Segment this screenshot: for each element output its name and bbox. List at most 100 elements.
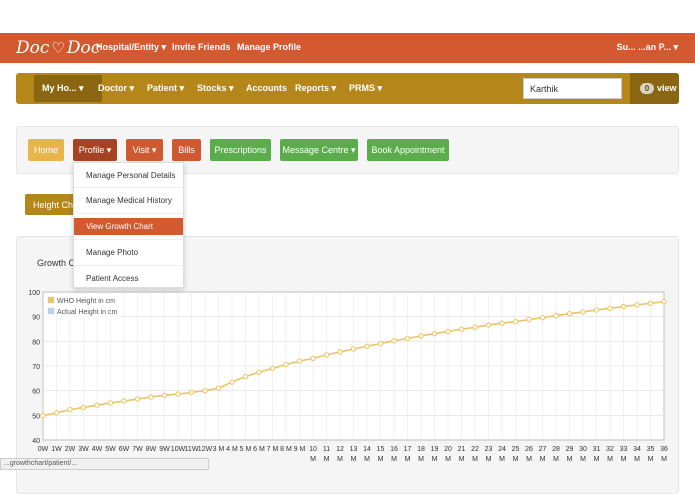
x-tick-label: 0W <box>38 446 49 453</box>
nav-stocks[interactable]: Stocks ▾ <box>197 83 234 93</box>
x-tick-label: 5W <box>105 446 116 453</box>
x-tick-label: 19 <box>431 446 439 453</box>
x-tick-label: 20 <box>444 446 452 453</box>
x-tick-label: 12 <box>336 446 344 453</box>
x-tick-label-unit: M <box>310 456 316 463</box>
visit-dropdown-button[interactable]: Visit ▾ <box>126 139 163 161</box>
book-appointment-button[interactable]: Book Appointment <box>367 139 449 161</box>
grid-lines <box>42 291 665 441</box>
x-tick-label: 2W <box>65 446 76 453</box>
manage-profile-link[interactable]: Manage Profile <box>237 42 302 52</box>
nav-accounts[interactable]: Accounts <box>246 83 288 93</box>
invite-friends-link[interactable]: Invite Friends <box>172 42 231 52</box>
data-point <box>161 392 168 399</box>
view-count-badge: 0 <box>640 83 654 94</box>
x-tick-label: 9 M <box>294 446 306 453</box>
data-point <box>242 373 249 380</box>
nav-active-highlight <box>34 75 102 102</box>
x-tick-label-unit: M <box>324 456 330 463</box>
x-tick-label-unit: M <box>607 456 613 463</box>
message-centre-button[interactable]: Message Centre ▾ <box>280 139 358 161</box>
x-tick-label: 15 <box>377 446 385 453</box>
height-chart-button[interactable]: Height Chart <box>25 194 77 215</box>
user-account-menu[interactable]: Su... ...an P... ▾ <box>616 42 678 52</box>
view-button[interactable]: 0 view <box>630 73 679 104</box>
nav-patient[interactable]: Patient ▾ <box>147 83 185 93</box>
data-point <box>256 369 262 375</box>
data-point <box>364 343 370 349</box>
chart-legend: WHO Height in cm Actual Height in cm <box>46 294 122 318</box>
x-tick-label: 4 M <box>226 446 238 453</box>
data-point <box>188 389 195 396</box>
menu-patient-access[interactable]: Patient Access <box>86 274 139 283</box>
nav-prms[interactable]: PRMS ▾ <box>349 83 383 93</box>
x-tick-label: 13 <box>350 446 358 453</box>
y-tick-label: 90 <box>32 315 40 322</box>
data-point <box>94 402 100 408</box>
data-point <box>485 322 492 328</box>
data-point <box>80 404 87 411</box>
x-tick-label: 14 <box>363 446 371 453</box>
x-tick-label-unit: M <box>567 456 573 463</box>
menu-divider <box>74 187 183 188</box>
x-tick-label-unit: M <box>378 456 384 463</box>
hospital-entity-menu[interactable]: Hospital/Entity ▾ <box>96 42 167 52</box>
nav-my-hospital[interactable]: My Ho... ▾ <box>42 83 84 93</box>
x-tick-label: 9W <box>159 446 170 453</box>
x-tick-label-unit: M <box>580 456 586 463</box>
view-label: view <box>657 83 677 93</box>
x-tick-label: 1W <box>51 446 62 453</box>
menu-manage-personal-details[interactable]: Manage Personal Details <box>86 171 176 180</box>
x-tick-label: 12W <box>198 446 213 453</box>
data-point <box>647 300 654 307</box>
x-tick-label: 22 <box>471 446 479 453</box>
top-header-bar: Doc ♡ Doc Hospital/Entity ▾ Invite Frien… <box>0 33 695 63</box>
menu-manage-medical-history[interactable]: Manage Medical History <box>86 196 172 205</box>
x-tick-label-unit: M <box>499 456 505 463</box>
data-point <box>53 410 60 416</box>
data-point <box>458 326 465 332</box>
bills-button[interactable]: Bills <box>172 139 201 161</box>
logo-text-left: Doc <box>16 38 50 58</box>
x-tick-label-unit: M <box>621 456 627 463</box>
x-tick-label-unit: M <box>540 456 546 463</box>
y-tick-label: 70 <box>32 364 40 371</box>
data-point <box>283 361 289 368</box>
x-tick-label: 34 <box>633 446 641 453</box>
profile-dropdown-button[interactable]: Profile ▾ <box>73 139 117 161</box>
data-point <box>391 338 397 344</box>
data-point <box>607 305 613 311</box>
x-tick-label-unit: M <box>472 456 478 463</box>
prescriptions-button[interactable]: Prescriptions <box>210 139 271 161</box>
growth-chart-heading: Growth Chart <box>37 258 91 268</box>
nav-reports[interactable]: Reports ▾ <box>295 83 337 93</box>
status-bar-url: ...growthchart/patient/... <box>0 458 209 470</box>
y-tick-label: 80 <box>32 339 40 346</box>
nav-doctor[interactable]: Doctor ▾ <box>98 83 135 93</box>
x-tick-label: 4W <box>92 446 103 453</box>
x-tick-label: 25 <box>512 446 520 453</box>
menu-divider <box>74 239 183 240</box>
menu-manage-photo[interactable]: Manage Photo <box>86 248 139 257</box>
data-point <box>634 302 640 308</box>
data-point <box>499 320 505 326</box>
data-point <box>229 379 235 385</box>
data-point <box>67 406 73 413</box>
y-tick-label: 60 <box>32 389 40 396</box>
y-tick-label: 100 <box>28 290 40 297</box>
home-button[interactable]: Home <box>28 139 64 161</box>
x-tick-label-unit: M <box>445 456 451 463</box>
menu-view-growth-chart[interactable]: View Growth Chart <box>74 218 183 235</box>
patient-search-input[interactable] <box>523 78 622 99</box>
x-tick-label: 35 <box>647 446 655 453</box>
main-navbar: My Ho... ▾ Doctor ▾ Patient ▾ Stocks ▾ A… <box>16 73 679 104</box>
x-tick-label-unit: M <box>459 456 465 463</box>
x-tick-label: 16 <box>390 446 398 453</box>
data-point <box>580 309 586 315</box>
docdoc-logo[interactable]: Doc ♡ Doc <box>16 36 100 60</box>
x-tick-label-unit: M <box>364 456 370 463</box>
data-point <box>445 328 451 335</box>
x-tick-label-unit: M <box>486 456 492 463</box>
x-tick-label: 30 <box>579 446 587 453</box>
data-point <box>121 398 127 404</box>
